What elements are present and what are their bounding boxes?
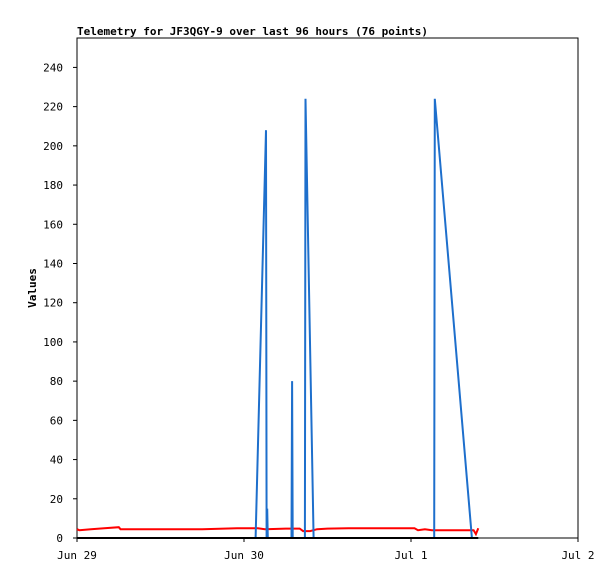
y-tick-label: 220: [43, 101, 63, 114]
y-tick-label: 60: [50, 414, 63, 427]
x-axis: Jun 29 Jun 30 Jul 1 Jul 2: [57, 538, 595, 562]
y-tick-label: 160: [43, 218, 63, 231]
y-tick-label: 100: [43, 336, 63, 349]
y-tick-label: 40: [50, 454, 63, 467]
chart-title: Telemetry for JF3QGY-9 over last 96 hour…: [77, 25, 428, 38]
y-tick-label: 120: [43, 297, 63, 310]
y-tick-label: 0: [56, 532, 63, 545]
plot-area: [76, 37, 579, 539]
y-tick-label: 180: [43, 179, 63, 192]
x-tick-label: Jun 29: [57, 549, 97, 562]
y-axis-label: Values: [26, 268, 39, 308]
series-line-1: [76, 526, 480, 537]
y-axis: 0 20 40 60 80 100 120 140 160 180 200 220 240: [43, 61, 77, 545]
x-tick-label: Jul 1: [394, 549, 427, 562]
y-tick-label: 80: [50, 375, 63, 388]
y-tick-label: 20: [50, 493, 63, 506]
x-tick-label: Jul 2: [561, 549, 594, 562]
y-tick-label: 200: [43, 140, 63, 153]
y-tick-label: 240: [43, 61, 63, 74]
series-layer: [76, 98, 480, 539]
x-tick-label: Jun 30: [224, 549, 264, 562]
y-tick-label: 140: [43, 257, 63, 270]
